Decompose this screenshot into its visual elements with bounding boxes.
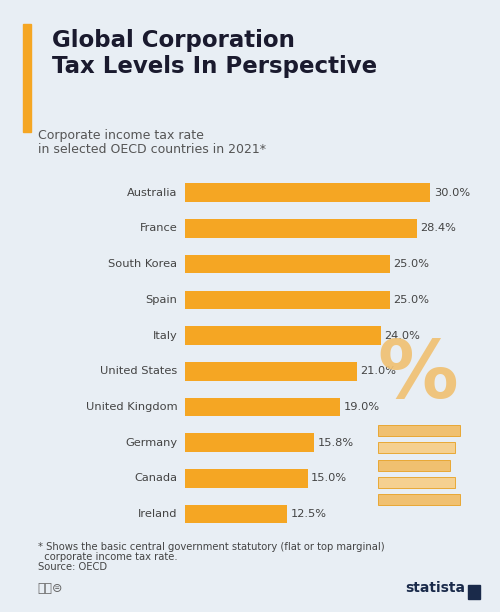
Text: in selected OECD countries in 2021*: in selected OECD countries in 2021* — [38, 143, 266, 155]
Bar — [185, 219, 418, 237]
Text: Corporate income tax rate: Corporate income tax rate — [38, 129, 203, 141]
Text: Canada: Canada — [134, 473, 178, 483]
Text: 15.8%: 15.8% — [318, 438, 354, 448]
Text: South Korea: South Korea — [108, 259, 178, 269]
Text: corporate income tax rate.: corporate income tax rate. — [38, 552, 177, 562]
Text: Spain: Spain — [146, 295, 178, 305]
Text: ⓒⓘ⊜: ⓒⓘ⊜ — [38, 582, 63, 595]
Text: statista: statista — [405, 581, 465, 595]
Bar — [185, 255, 390, 274]
Text: 19.0%: 19.0% — [344, 402, 380, 412]
Bar — [185, 184, 430, 202]
Bar — [185, 291, 390, 309]
Text: Italy: Italy — [153, 330, 178, 341]
Text: 12.5%: 12.5% — [290, 509, 326, 519]
Text: Source: OECD: Source: OECD — [38, 562, 106, 572]
Text: 28.4%: 28.4% — [420, 223, 456, 234]
Text: 24.0%: 24.0% — [384, 330, 420, 341]
Text: United States: United States — [100, 366, 178, 376]
Text: Tax Levels In Perspective: Tax Levels In Perspective — [52, 55, 378, 78]
Bar — [185, 398, 340, 416]
Text: 15.0%: 15.0% — [311, 473, 347, 483]
Text: 30.0%: 30.0% — [434, 188, 470, 198]
Text: %: % — [377, 337, 458, 416]
Text: Germany: Germany — [126, 438, 178, 448]
Bar — [185, 505, 288, 523]
Text: United Kingdom: United Kingdom — [86, 402, 178, 412]
Text: Global Corporation: Global Corporation — [52, 29, 296, 53]
Bar — [185, 362, 357, 381]
Bar — [185, 433, 314, 452]
Text: Australia: Australia — [127, 188, 178, 198]
Bar — [185, 326, 382, 345]
Text: * Shows the basic central government statutory (flat or top marginal): * Shows the basic central government sta… — [38, 542, 384, 552]
Text: 25.0%: 25.0% — [393, 259, 429, 269]
Text: 25.0%: 25.0% — [393, 295, 429, 305]
Text: 21.0%: 21.0% — [360, 366, 396, 376]
Text: Ireland: Ireland — [138, 509, 177, 519]
Text: France: France — [140, 223, 177, 234]
Bar — [185, 469, 308, 488]
